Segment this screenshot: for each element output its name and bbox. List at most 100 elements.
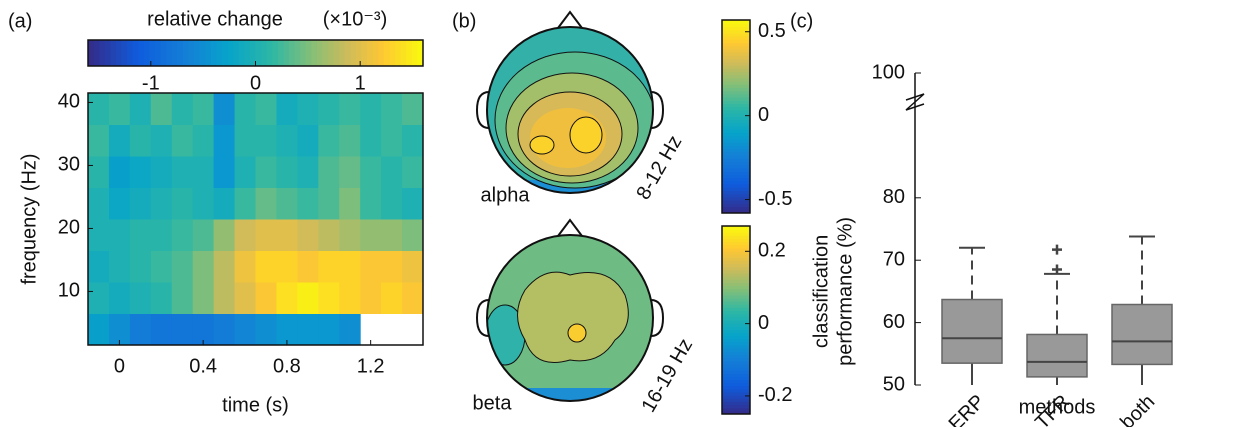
colorbar-step — [328, 40, 335, 66]
heatmap-cell — [339, 93, 361, 125]
colorbar-step — [155, 40, 162, 66]
heatmap-cell — [339, 313, 361, 346]
y-tick-label: 80 — [883, 186, 905, 208]
colorbar-step — [722, 81, 750, 85]
colorbar-step — [722, 161, 750, 166]
heatmap-cell — [213, 156, 236, 188]
colorbar-tick-label: 1 — [355, 72, 366, 94]
colorbar-step — [177, 40, 184, 66]
heatmap-cell — [297, 187, 319, 220]
colorbar-step — [138, 40, 145, 66]
heatmap-cell — [276, 282, 298, 314]
heatmap-cell — [234, 156, 256, 188]
colorbar-step — [188, 40, 195, 66]
colorbar-step — [722, 316, 750, 321]
heatmap-cell — [88, 124, 110, 157]
box — [1111, 303, 1173, 366]
colorbar-step — [316, 40, 323, 66]
colorbar-step — [389, 40, 396, 66]
colorbar-step — [227, 40, 234, 66]
colorbar-step — [722, 279, 750, 283]
colorbar-step — [266, 40, 273, 66]
colorbar-step — [722, 77, 750, 82]
colorbar-tick-label: 0.5 — [758, 20, 786, 42]
colorbar-step — [722, 29, 750, 34]
heatmap-cell — [255, 156, 277, 188]
heatmap-cell — [381, 187, 403, 220]
colorbar-step — [722, 106, 750, 111]
colorbar-step — [722, 285, 750, 290]
heatmap-cell — [213, 219, 236, 251]
colorbar-step — [722, 110, 750, 114]
colorbar-step — [722, 329, 750, 334]
colorbar-step — [311, 40, 318, 66]
heatmap-cell — [192, 282, 215, 314]
colorbar-step — [722, 132, 750, 137]
colorbar-step — [722, 90, 750, 95]
heatmap-cell — [192, 250, 215, 283]
colorbar-step — [722, 122, 750, 127]
heatmap-cell — [129, 93, 152, 125]
colorbar-step — [722, 288, 750, 293]
topoplot-beta — [475, 218, 665, 402]
x-tick-label: 1.2 — [357, 355, 385, 377]
colorbar-step — [722, 200, 750, 204]
heatmap-cell — [129, 313, 152, 346]
heatmap-cell — [318, 250, 340, 283]
colorbar-step — [722, 338, 750, 343]
colorbar-step — [722, 68, 750, 72]
colorbar-step — [411, 40, 418, 66]
y-axis-label: performance (%) — [834, 217, 856, 366]
colorbar-step — [199, 40, 206, 66]
y-tick-label: 20 — [58, 217, 80, 239]
colorbar-step — [722, 65, 750, 69]
colorbar-step — [722, 247, 750, 252]
heatmap-cell — [276, 313, 298, 346]
colorbar-step — [88, 40, 95, 66]
colorbar-step — [216, 40, 223, 66]
heatmap-cell — [192, 124, 215, 157]
colorbar-step — [722, 254, 750, 258]
colorbar-step — [166, 40, 173, 66]
colorbar-step — [300, 40, 307, 66]
colorbar-step — [93, 40, 100, 66]
heatmap-cell — [150, 282, 173, 314]
heatmap-cell — [108, 250, 131, 283]
heatmap-cell — [381, 219, 403, 251]
heatmap-cell — [360, 124, 382, 157]
colorbar-step — [722, 379, 750, 384]
colorbar-step — [121, 40, 128, 66]
colorbar-step — [722, 84, 750, 89]
colorbar-step — [722, 135, 750, 140]
colorbar-step — [722, 155, 750, 159]
colorbar-step — [722, 332, 750, 337]
colorbar-scale: (×10⁻³) — [323, 8, 387, 30]
colorbar-step — [722, 345, 750, 349]
colorbar-step — [277, 40, 284, 66]
colorbar-step — [722, 301, 750, 305]
colorbar-step — [722, 276, 750, 280]
heatmap-cell — [213, 282, 236, 314]
heatmap-cell — [88, 93, 110, 125]
colorbar-step — [722, 260, 750, 265]
colorbar-step — [722, 129, 750, 134]
colorbar-step — [722, 370, 750, 374]
heatmap-cell — [360, 219, 382, 251]
heatmap-cell — [360, 282, 382, 314]
colorbar-step — [132, 40, 139, 66]
heatmap-cell — [402, 93, 424, 125]
colorbar-step — [722, 244, 750, 249]
heatmap-cell — [402, 124, 424, 157]
heatmap-cell — [297, 282, 319, 314]
panel-label: (a) — [8, 10, 32, 32]
topoplot-band: alpha — [481, 184, 531, 206]
colorbar-step — [722, 71, 750, 76]
colorbar-step — [722, 360, 750, 365]
heatmap-cell — [381, 282, 403, 314]
colorbar-step — [722, 36, 750, 40]
colorbar-step — [294, 40, 301, 66]
colorbar-step — [722, 193, 750, 198]
colorbar-step — [205, 40, 212, 66]
colorbar-step — [722, 177, 750, 182]
